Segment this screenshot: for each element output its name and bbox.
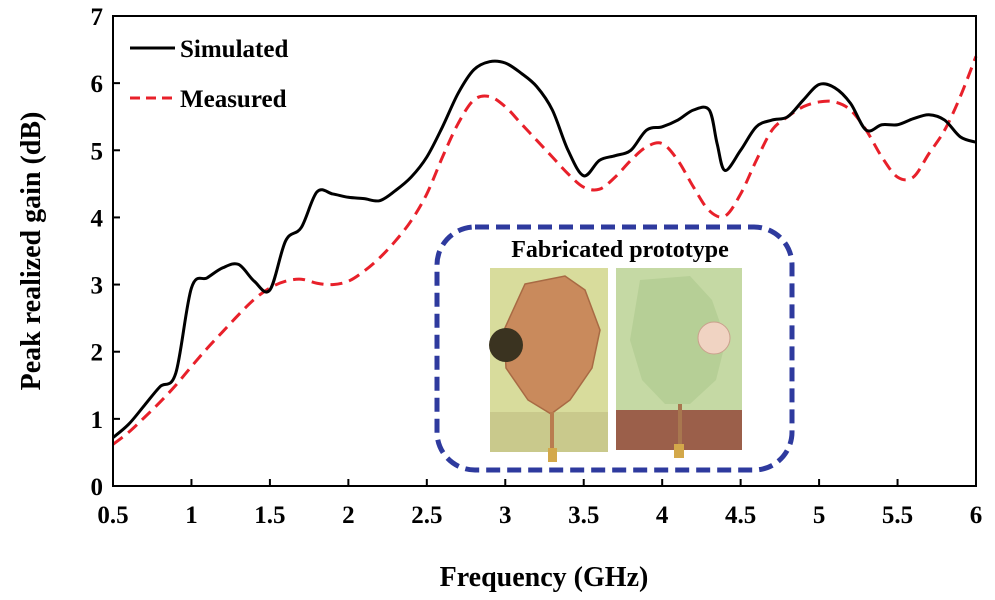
y-tick-label: 7 xyxy=(91,4,104,31)
y-tick-label: 6 xyxy=(91,71,104,98)
back-patch-outline xyxy=(630,276,726,404)
front-patch-slot xyxy=(489,328,523,362)
x-axis-title: Frequency (GHz) xyxy=(440,562,649,593)
front-feed-line xyxy=(550,412,554,456)
y-tick-label: 1 xyxy=(91,407,104,434)
x-tick-label: 1 xyxy=(185,502,198,529)
x-tick-label: 6 xyxy=(970,502,983,529)
y-axis-title: Peak realized gain (dB) xyxy=(16,112,47,391)
front-ground-strip xyxy=(490,412,608,452)
prototype-back-photo xyxy=(616,268,742,458)
x-tick-label: 3 xyxy=(499,502,512,529)
x-tick-label: 2.5 xyxy=(411,502,442,529)
inset-title: Fabricated prototype xyxy=(511,237,729,263)
y-axis-ticks: 0 1 2 3 4 5 6 7 xyxy=(91,4,120,501)
plot-area: Fabricated prototype xyxy=(112,15,978,487)
series-layer xyxy=(112,55,978,446)
axes-frame xyxy=(112,15,977,487)
x-tick-label: 5 xyxy=(813,502,826,529)
legend: Simulated Measured xyxy=(130,36,288,113)
x-tick-label: 5.5 xyxy=(882,502,913,529)
x-tick-label: 3.5 xyxy=(568,502,599,529)
y-tick-label: 5 xyxy=(91,138,104,165)
x-tick-label: 0.5 xyxy=(97,502,128,529)
back-connector xyxy=(674,444,684,458)
back-feed-line xyxy=(678,404,682,452)
legend-simulated-label: Simulated xyxy=(180,36,288,63)
x-axis-ticks: 0.5 1 1.5 2 2.5 3 3.5 4 4.5 5 5.5 6 xyxy=(97,479,982,529)
inset-prototype-panel: Fabricated prototype xyxy=(434,224,795,473)
y-tick-label: 0 xyxy=(91,474,104,501)
x-tick-label: 4 xyxy=(656,502,669,529)
y-tick-label: 3 xyxy=(91,273,104,300)
x-tick-label: 1.5 xyxy=(254,502,285,529)
back-copper-disc xyxy=(697,321,731,355)
prototype-front-photo xyxy=(489,268,608,462)
y-tick-label: 2 xyxy=(91,340,104,367)
x-tick-label: 2 xyxy=(342,502,355,529)
legend-measured-label: Measured xyxy=(180,86,287,113)
series-line-simulated xyxy=(112,59,977,439)
front-connector xyxy=(548,448,557,462)
y-tick-label: 4 xyxy=(91,205,104,232)
x-tick-label: 4.5 xyxy=(725,502,756,529)
